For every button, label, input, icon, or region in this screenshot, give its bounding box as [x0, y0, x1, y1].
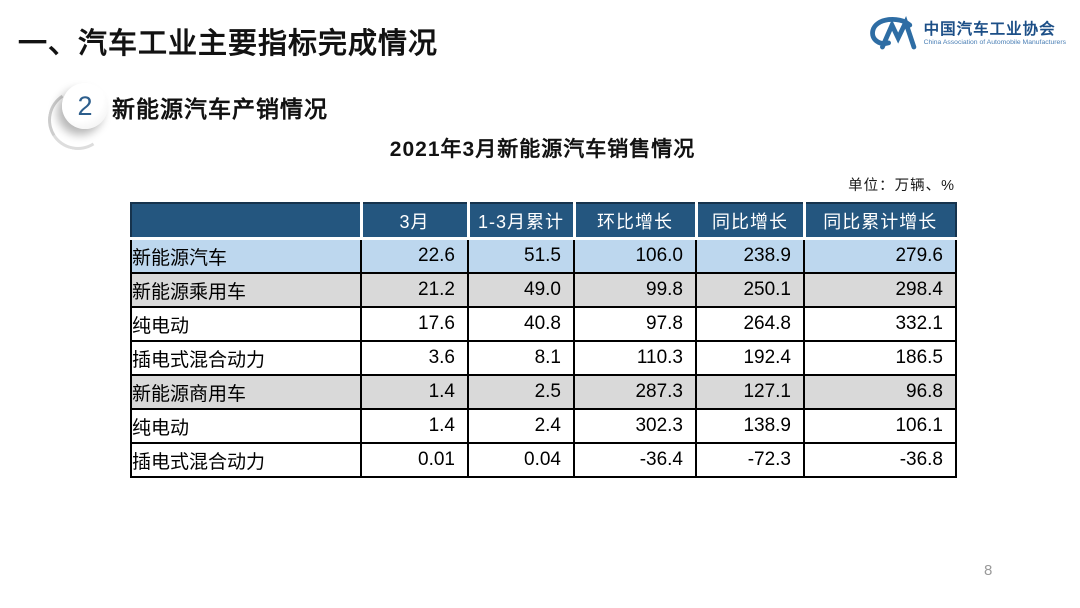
value-cell: -36.4	[573, 442, 697, 478]
value-cell: 17.6	[360, 306, 469, 342]
value-cell: 96.8	[803, 374, 957, 410]
row-label: 插电式混合动力	[130, 442, 362, 478]
value-cell: -36.8	[803, 442, 957, 478]
table-row: 插电式混合动力 3.6 8.1 110.3 192.4 186.5	[130, 340, 957, 376]
value-cell: 287.3	[573, 374, 697, 410]
value-cell: -72.3	[695, 442, 805, 478]
table-row: 纯电动 17.6 40.8 97.8 264.8 332.1	[130, 306, 957, 342]
table-row: 新能源乘用车 21.2 49.0 99.8 250.1 298.4	[130, 272, 957, 308]
row-label: 纯电动	[130, 306, 362, 342]
value-cell: 49.0	[467, 272, 575, 308]
value-cell: 238.9	[695, 237, 805, 274]
value-cell: 51.5	[467, 237, 575, 274]
row-label: 新能源商用车	[130, 374, 362, 410]
value-cell: 2.5	[467, 374, 575, 410]
table-row: 新能源汽车 22.6 51.5 106.0 238.9 279.6	[130, 237, 957, 274]
column-header	[130, 202, 363, 240]
column-header: 1-3月累计	[468, 202, 576, 240]
row-label: 新能源乘用车	[130, 272, 362, 308]
value-cell: 127.1	[695, 374, 805, 410]
table-header-row: 3月 1-3月累计 环比增长 同比增长 同比累计增长	[130, 202, 957, 240]
section-number-badge: 2	[62, 83, 108, 129]
section-heading: 新能源汽车产销情况	[112, 96, 328, 122]
page-title: 一、汽车工业主要指标完成情况	[18, 28, 439, 60]
logo-name-cn: 中国汽车工业协会	[923, 21, 1056, 39]
value-cell: 8.1	[467, 340, 575, 376]
value-cell: 3.6	[360, 340, 469, 376]
value-cell: 106.1	[803, 408, 957, 444]
value-cell: 106.0	[573, 237, 697, 274]
table-title: 2021年3月新能源汽车销售情况	[389, 138, 696, 161]
value-cell: 22.6	[360, 237, 469, 274]
nev-sales-table: 3月 1-3月累计 环比增长 同比增长 同比累计增长 新能源汽车 22.6 51.5 106.…	[130, 202, 957, 478]
column-header: 3月	[361, 202, 470, 240]
table-row: 新能源商用车 1.4 2.5 287.3 127.1 96.8	[130, 374, 957, 410]
value-cell: 279.6	[803, 237, 957, 274]
column-header: 同比累计增长	[804, 202, 957, 240]
value-cell: 1.4	[360, 374, 469, 410]
column-header: 环比增长	[574, 202, 698, 240]
column-header: 同比增长	[696, 202, 806, 240]
value-cell: 21.2	[360, 272, 469, 308]
value-cell: 110.3	[573, 340, 697, 376]
table-row: 插电式混合动力 0.01 0.04 -36.4 -72.3 -36.8	[130, 442, 957, 478]
value-cell: 0.01	[360, 442, 469, 478]
value-cell: 192.4	[695, 340, 805, 376]
value-cell: 332.1	[803, 306, 957, 342]
value-cell: 302.3	[573, 408, 697, 444]
logo-name-en: China Association of Automobile Manufact…	[923, 39, 1066, 46]
row-label: 纯电动	[130, 408, 362, 444]
unit-note: 单位：万辆、%	[848, 178, 955, 194]
value-cell: 99.8	[573, 272, 697, 308]
caam-cm-logo-icon	[866, 16, 918, 52]
value-cell: 1.4	[360, 408, 469, 444]
value-cell: 2.4	[467, 408, 575, 444]
value-cell: 250.1	[695, 272, 805, 308]
caam-logo: 中国汽车工业协会 China Association of Automobile…	[866, 16, 1066, 52]
value-cell: 298.4	[803, 272, 957, 308]
value-cell: 0.04	[467, 442, 575, 478]
table-row: 纯电动 1.4 2.4 302.3 138.9 106.1	[130, 408, 957, 444]
row-label: 新能源汽车	[130, 237, 362, 274]
row-label: 插电式混合动力	[130, 340, 362, 376]
value-cell: 186.5	[803, 340, 957, 376]
value-cell: 264.8	[695, 306, 805, 342]
value-cell: 97.8	[573, 306, 697, 342]
page-number: 8	[984, 562, 993, 579]
logo-text: 中国汽车工业协会 China Association of Automobile…	[924, 21, 1066, 47]
value-cell: 40.8	[467, 306, 575, 342]
value-cell: 138.9	[695, 408, 805, 444]
